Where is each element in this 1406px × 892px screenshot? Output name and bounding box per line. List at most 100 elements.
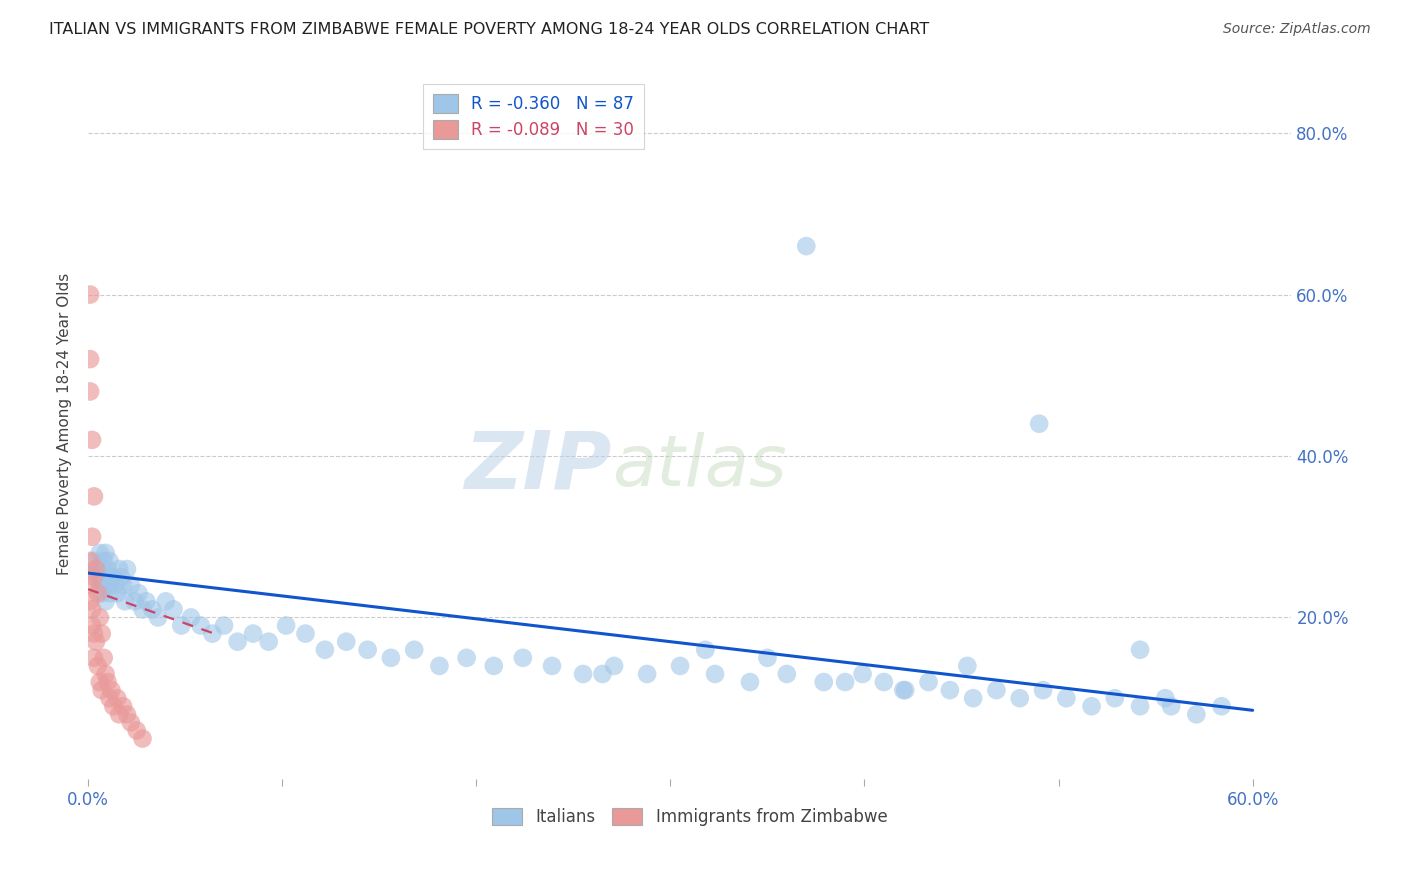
Point bbox=[738, 675, 761, 690]
Point bbox=[636, 667, 658, 681]
Point bbox=[94, 546, 117, 560]
Point bbox=[90, 562, 112, 576]
Point bbox=[794, 239, 817, 253]
Point bbox=[1032, 683, 1054, 698]
Point bbox=[1185, 707, 1208, 722]
Point bbox=[155, 594, 177, 608]
Point bbox=[105, 586, 128, 600]
Point bbox=[83, 626, 105, 640]
Point bbox=[212, 618, 235, 632]
Point bbox=[128, 586, 150, 600]
Point bbox=[97, 578, 120, 592]
Point bbox=[87, 586, 110, 600]
Point bbox=[115, 562, 138, 576]
Point bbox=[669, 659, 692, 673]
Point bbox=[84, 562, 107, 576]
Point bbox=[93, 570, 115, 584]
Point bbox=[80, 618, 103, 632]
Point bbox=[591, 667, 613, 681]
Point bbox=[87, 570, 110, 584]
Point bbox=[79, 352, 101, 367]
Point bbox=[1104, 691, 1126, 706]
Point bbox=[79, 594, 101, 608]
Point bbox=[104, 578, 127, 592]
Point bbox=[603, 659, 626, 673]
Point bbox=[103, 570, 125, 584]
Point bbox=[572, 667, 595, 681]
Point bbox=[89, 546, 111, 560]
Point bbox=[170, 618, 193, 632]
Point bbox=[695, 642, 717, 657]
Point bbox=[83, 554, 105, 568]
Point bbox=[356, 642, 378, 657]
Point bbox=[108, 562, 131, 576]
Point bbox=[190, 618, 212, 632]
Point bbox=[873, 675, 896, 690]
Point bbox=[962, 691, 984, 706]
Point bbox=[98, 586, 121, 600]
Point bbox=[294, 626, 316, 640]
Point bbox=[180, 610, 202, 624]
Point bbox=[124, 594, 146, 608]
Point bbox=[90, 683, 112, 698]
Point bbox=[80, 530, 103, 544]
Point bbox=[108, 707, 131, 722]
Point bbox=[891, 683, 914, 698]
Point bbox=[84, 562, 107, 576]
Point bbox=[335, 634, 357, 648]
Point bbox=[120, 578, 142, 592]
Point bbox=[83, 489, 105, 503]
Point bbox=[894, 683, 917, 698]
Text: ZIP: ZIP bbox=[464, 427, 612, 506]
Point bbox=[257, 634, 280, 648]
Point bbox=[80, 602, 103, 616]
Point bbox=[89, 610, 111, 624]
Point bbox=[242, 626, 264, 640]
Point bbox=[112, 699, 135, 714]
Point bbox=[404, 642, 426, 657]
Point bbox=[1080, 699, 1102, 714]
Point bbox=[97, 562, 120, 576]
Point bbox=[114, 594, 136, 608]
Point bbox=[105, 691, 128, 706]
Point bbox=[131, 602, 153, 616]
Y-axis label: Female Poverty Among 18-24 Year Olds: Female Poverty Among 18-24 Year Olds bbox=[58, 273, 72, 574]
Point bbox=[1211, 699, 1233, 714]
Point bbox=[79, 287, 101, 301]
Point bbox=[756, 650, 779, 665]
Point bbox=[87, 659, 110, 673]
Point bbox=[83, 650, 105, 665]
Point bbox=[146, 610, 169, 624]
Point bbox=[456, 650, 478, 665]
Point bbox=[120, 715, 142, 730]
Point bbox=[79, 578, 101, 592]
Text: Source: ZipAtlas.com: Source: ZipAtlas.com bbox=[1223, 22, 1371, 37]
Point bbox=[541, 659, 564, 673]
Point bbox=[1129, 642, 1152, 657]
Point bbox=[112, 578, 135, 592]
Point bbox=[97, 675, 120, 690]
Point bbox=[131, 731, 153, 746]
Legend: Italians, Immigrants from Zimbabwe: Italians, Immigrants from Zimbabwe bbox=[484, 800, 896, 835]
Point bbox=[141, 602, 163, 616]
Point bbox=[704, 667, 727, 681]
Point bbox=[110, 570, 132, 584]
Point bbox=[986, 683, 1008, 698]
Point bbox=[834, 675, 856, 690]
Point bbox=[512, 650, 534, 665]
Point bbox=[1129, 699, 1152, 714]
Point bbox=[94, 667, 117, 681]
Point bbox=[1160, 699, 1182, 714]
Text: ITALIAN VS IMMIGRANTS FROM ZIMBABWE FEMALE POVERTY AMONG 18-24 YEAR OLDS CORRELA: ITALIAN VS IMMIGRANTS FROM ZIMBABWE FEMA… bbox=[49, 22, 929, 37]
Point bbox=[90, 626, 112, 640]
Point bbox=[135, 594, 157, 608]
Point bbox=[83, 570, 105, 584]
Point bbox=[482, 659, 505, 673]
Point bbox=[314, 642, 336, 657]
Point bbox=[1028, 417, 1050, 431]
Point bbox=[79, 554, 101, 568]
Point bbox=[776, 667, 799, 681]
Point bbox=[103, 699, 125, 714]
Point bbox=[100, 683, 122, 698]
Point bbox=[93, 554, 115, 568]
